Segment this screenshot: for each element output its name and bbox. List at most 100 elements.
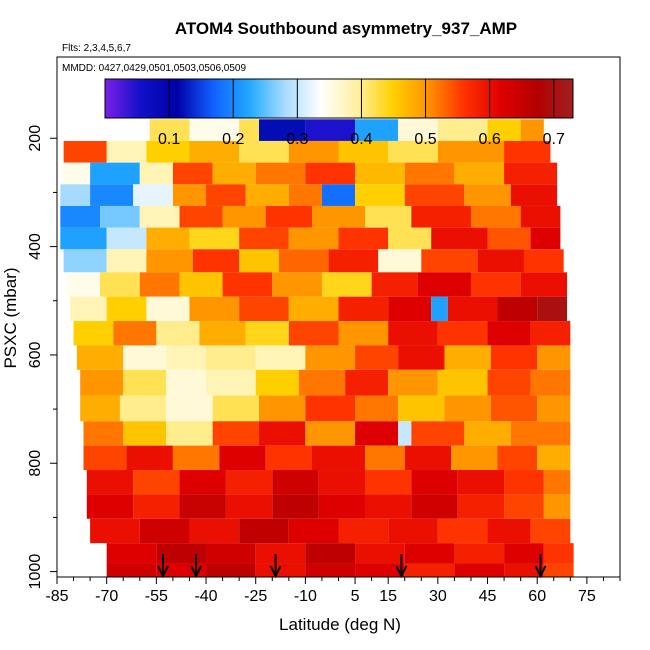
heatmap-cell xyxy=(364,445,405,471)
colorbar-tick-label: 0.2 xyxy=(222,131,244,148)
heatmap-cell xyxy=(192,249,240,273)
heatmap-cell xyxy=(355,421,399,446)
x-tick-label: 45 xyxy=(479,588,497,605)
colorbar-tick-label: 0.1 xyxy=(158,131,180,148)
flights-label: Flts: 2,3,4,5,6,7 xyxy=(62,43,131,54)
heatmap-cell xyxy=(305,162,356,185)
heatmap-cell xyxy=(139,518,190,544)
dates-label: MMDD: 0427,0429,0501,0503,0506,0509 xyxy=(62,63,246,74)
colorbar-tick-label: 0.4 xyxy=(350,131,372,148)
heatmap-cell xyxy=(305,119,356,141)
heatmap-cell xyxy=(245,321,289,346)
heatmap-cell xyxy=(166,345,207,370)
heatmap-cell xyxy=(156,543,207,564)
y-axis-label: PSXC (mbar) xyxy=(1,267,20,368)
heatmap-cell xyxy=(470,272,521,297)
x-tick-label: -40 xyxy=(194,588,217,605)
heatmap-cell xyxy=(206,345,256,370)
heatmap-cell xyxy=(156,321,200,346)
heatmap-cell xyxy=(537,395,571,422)
heatmap-cell xyxy=(487,518,531,544)
heatmap-cell xyxy=(206,543,256,564)
heatmap-cell xyxy=(166,421,213,446)
heatmap-cell xyxy=(222,272,273,297)
heatmap-cell xyxy=(431,227,488,250)
heatmap-cell xyxy=(338,518,389,544)
heatmap-cell xyxy=(123,345,167,370)
heatmap-cell xyxy=(490,395,538,422)
heatmap-cell xyxy=(206,369,256,396)
heatmap-cell xyxy=(355,563,405,577)
heatmap-cell xyxy=(388,369,438,396)
heatmap-cell xyxy=(106,140,147,163)
heatmap-cell xyxy=(457,494,505,519)
heatmap-cell xyxy=(172,162,213,185)
heatmap-cell xyxy=(487,369,531,396)
heatmap-cell xyxy=(398,395,445,422)
heatmap-cell xyxy=(106,543,157,564)
heatmap-cell xyxy=(338,140,389,163)
heatmap-cell xyxy=(239,140,289,163)
y-tick-label: 800 xyxy=(27,450,44,477)
heatmap-cell xyxy=(172,184,207,206)
heatmap-cell xyxy=(305,563,356,577)
heatmap-cell xyxy=(179,494,226,519)
heatmap-cell xyxy=(543,470,571,495)
heatmap-cell xyxy=(404,563,455,577)
heatmap-cell xyxy=(355,119,399,141)
heatmap-cell xyxy=(417,272,471,297)
heatmap-cell xyxy=(398,421,412,446)
heatmap-cell xyxy=(146,249,193,273)
heatmap-cell xyxy=(199,321,246,346)
heatmap-cell xyxy=(530,369,571,396)
heatmap-cell xyxy=(90,518,140,544)
heatmap-cell xyxy=(272,470,319,495)
heatmap-cell xyxy=(510,421,571,446)
heatmap-cell xyxy=(278,249,329,273)
heatmap-cell xyxy=(530,227,561,250)
heatmap-cell xyxy=(86,470,134,495)
heatmap-cell xyxy=(355,162,405,185)
heatmap-cell xyxy=(83,421,124,446)
heatmap-cell xyxy=(404,543,455,564)
x-tick-label: 5 xyxy=(351,588,360,605)
heatmap-cell xyxy=(219,445,266,471)
heatmap-cell xyxy=(189,518,240,544)
heatmap-cell xyxy=(166,395,213,422)
heatmap-cell xyxy=(364,494,412,519)
heatmap-cell xyxy=(139,162,173,185)
heatmap-cell xyxy=(520,119,544,141)
heatmap-cell xyxy=(530,321,571,346)
heatmap-cell xyxy=(239,296,289,322)
heatmap-cell xyxy=(106,563,157,577)
heatmap-cell xyxy=(149,119,190,141)
heatmap-cell xyxy=(371,272,418,297)
heatmap-cell xyxy=(123,421,167,446)
heatmap-cell xyxy=(411,470,458,495)
heatmap-cell xyxy=(444,395,491,422)
heatmap-cell xyxy=(454,563,505,577)
heatmap-cell xyxy=(464,421,511,446)
heatmap-cell xyxy=(464,184,511,206)
heatmap-cell xyxy=(537,345,571,370)
heatmap-cell xyxy=(100,272,140,297)
heatmap-cell xyxy=(312,205,365,228)
heatmap-cell xyxy=(239,249,279,273)
x-tick-label: 30 xyxy=(429,588,447,605)
heatmap-cell xyxy=(189,296,240,322)
heatmap-cell xyxy=(146,140,190,163)
heatmap-cell xyxy=(179,272,223,297)
heatmap-cell xyxy=(206,563,256,577)
heatmap-cell xyxy=(457,470,505,495)
heatmap-cell xyxy=(388,296,432,322)
heatmap-cell xyxy=(411,494,458,519)
heatmap-cell xyxy=(106,227,147,250)
heatmap-cell xyxy=(288,140,339,163)
heatmap-cell xyxy=(100,205,140,228)
heatmap-cell xyxy=(543,494,571,519)
heatmap-cell xyxy=(437,119,488,141)
colorbar-tick-label: 0.3 xyxy=(286,131,308,148)
heatmap-cell xyxy=(497,296,538,322)
heatmap-cell xyxy=(388,518,438,544)
